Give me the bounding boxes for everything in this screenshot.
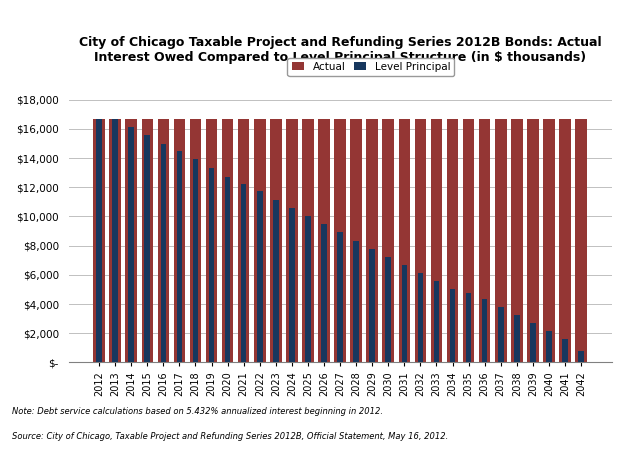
- Bar: [173, 119, 185, 362]
- Bar: [369, 249, 375, 362]
- Bar: [142, 119, 153, 362]
- Bar: [479, 119, 490, 362]
- Bar: [302, 119, 314, 362]
- Bar: [112, 119, 118, 362]
- Bar: [337, 232, 343, 362]
- Bar: [160, 144, 166, 362]
- Bar: [559, 119, 571, 362]
- Bar: [450, 289, 456, 362]
- Title: City of Chicago Taxable Project and Refunding Series 2012B Bonds: Actual
Interes: City of Chicago Taxable Project and Refu…: [79, 36, 602, 64]
- Bar: [350, 119, 362, 362]
- Bar: [209, 168, 215, 362]
- Bar: [193, 159, 198, 362]
- Bar: [96, 119, 102, 362]
- Bar: [495, 119, 507, 362]
- Bar: [305, 216, 311, 362]
- Bar: [334, 119, 346, 362]
- Bar: [158, 119, 169, 362]
- Bar: [206, 119, 217, 362]
- Bar: [414, 119, 426, 362]
- Bar: [447, 119, 458, 362]
- Bar: [530, 323, 535, 362]
- Bar: [190, 119, 202, 362]
- Bar: [286, 119, 298, 362]
- Bar: [254, 119, 266, 362]
- Bar: [353, 241, 359, 362]
- Bar: [498, 307, 504, 362]
- Bar: [145, 135, 150, 362]
- Bar: [401, 265, 407, 362]
- Bar: [434, 281, 439, 362]
- Bar: [257, 191, 263, 362]
- Bar: [527, 119, 539, 362]
- Bar: [273, 200, 279, 362]
- Legend: Actual, Level Principal: Actual, Level Principal: [288, 58, 454, 76]
- Bar: [463, 119, 474, 362]
- Bar: [482, 299, 487, 362]
- Bar: [238, 119, 250, 362]
- Bar: [543, 119, 555, 362]
- Bar: [514, 315, 520, 362]
- Text: Source: City of Chicago, Taxable Project and Refunding Series 2012B, Official St: Source: City of Chicago, Taxable Project…: [12, 433, 449, 441]
- Bar: [125, 119, 137, 362]
- Bar: [417, 273, 423, 362]
- Bar: [578, 351, 584, 362]
- Bar: [318, 119, 330, 362]
- Bar: [466, 293, 471, 362]
- Bar: [129, 127, 134, 362]
- Bar: [225, 177, 230, 362]
- Bar: [383, 119, 394, 362]
- Bar: [222, 119, 233, 362]
- Bar: [546, 331, 552, 362]
- Bar: [562, 339, 568, 362]
- Text: Note: Debt service calculations based on 5.432% annualized interest beginning in: Note: Debt service calculations based on…: [12, 408, 384, 416]
- Bar: [241, 184, 246, 362]
- Bar: [399, 119, 410, 362]
- Bar: [270, 119, 281, 362]
- Bar: [94, 119, 105, 362]
- Bar: [431, 119, 442, 362]
- Bar: [386, 257, 391, 362]
- Bar: [575, 119, 587, 362]
- Bar: [511, 119, 522, 362]
- Bar: [177, 151, 182, 362]
- Bar: [321, 225, 327, 362]
- Bar: [109, 119, 121, 362]
- Bar: [289, 208, 295, 362]
- Bar: [366, 119, 378, 362]
